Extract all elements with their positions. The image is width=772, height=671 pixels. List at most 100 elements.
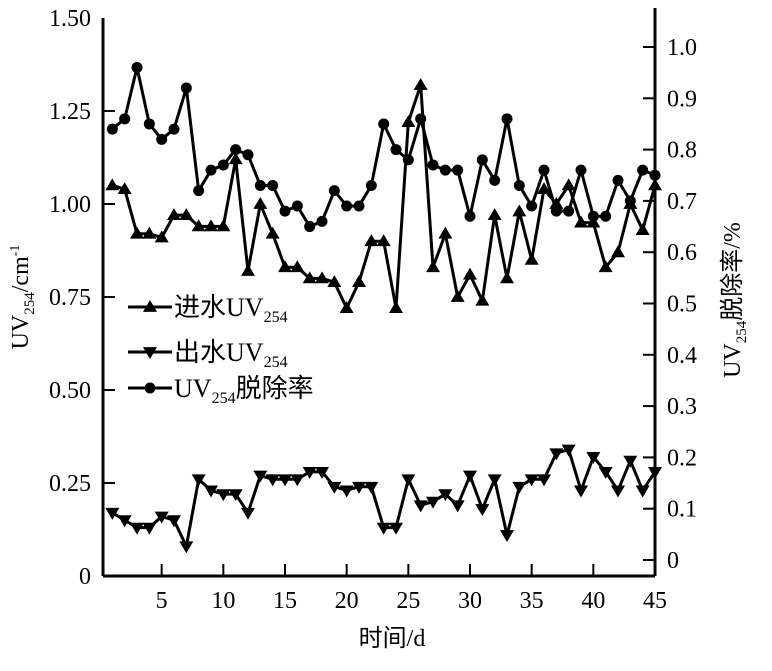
data-point xyxy=(500,271,514,284)
data-point xyxy=(537,182,551,195)
data-point xyxy=(487,208,502,221)
data-point xyxy=(278,474,292,487)
y2-label-sub: 254 xyxy=(734,320,750,343)
data-point xyxy=(464,210,476,222)
data-point xyxy=(364,481,379,494)
y-tick-label: 1.50 xyxy=(49,6,91,32)
data-point xyxy=(217,159,229,171)
data-point xyxy=(327,481,342,494)
data-point xyxy=(154,511,169,524)
series-1 xyxy=(105,444,662,554)
data-point xyxy=(216,489,231,502)
series-layer xyxy=(105,62,662,554)
data-point xyxy=(364,234,379,247)
legend-label-sub: 254 xyxy=(212,390,236,407)
data-point xyxy=(327,275,342,288)
data-point xyxy=(438,489,453,502)
data-point xyxy=(549,197,564,209)
data-point xyxy=(353,200,365,212)
data-point xyxy=(512,481,527,494)
legend-label: 出水UV254 xyxy=(174,338,288,371)
data-point xyxy=(475,504,490,517)
y-label-rest: /cm xyxy=(8,256,34,292)
x-tick-label: 40 xyxy=(581,588,605,614)
data-point xyxy=(512,204,527,217)
y2-tick-label: 0.3 xyxy=(667,394,697,420)
legend-label: 进水UV254 xyxy=(174,293,288,326)
data-point xyxy=(131,62,143,74)
data-point xyxy=(241,263,255,276)
data-point xyxy=(549,448,564,461)
data-point xyxy=(315,271,329,284)
data-point xyxy=(561,178,576,191)
x-tick-label: 5 xyxy=(156,588,168,614)
data-point xyxy=(253,197,268,209)
y-tick-label: 1.00 xyxy=(49,192,91,218)
data-point xyxy=(242,149,254,161)
x-tick-label: 45 xyxy=(643,588,667,614)
legend-label-sub: 254 xyxy=(264,354,288,371)
y2-tick-label: 0.4 xyxy=(667,343,697,369)
x-tick-label: 10 xyxy=(211,588,235,614)
data-point xyxy=(426,260,440,273)
x-tick-label: 25 xyxy=(396,588,420,614)
series-2 xyxy=(106,62,661,233)
data-point xyxy=(290,474,305,487)
data-point xyxy=(537,474,551,487)
data-point xyxy=(550,205,562,217)
x-tick-label: 15 xyxy=(273,588,297,614)
data-point xyxy=(598,466,613,479)
data-point xyxy=(401,115,416,128)
data-point xyxy=(598,260,613,273)
data-point xyxy=(635,223,650,235)
y2-tick-label: 0.5 xyxy=(667,292,697,318)
data-point xyxy=(427,159,439,171)
x-tick-label: 20 xyxy=(335,588,359,614)
series-0 xyxy=(105,77,662,314)
y-label-sup: -1 xyxy=(8,245,23,257)
y2-label-rest: 脱除率/% xyxy=(719,222,746,321)
data-point xyxy=(130,226,144,239)
data-point xyxy=(167,515,181,528)
data-point xyxy=(291,200,303,212)
data-point xyxy=(142,226,157,239)
data-point xyxy=(302,271,317,284)
data-point xyxy=(426,496,440,509)
data-point xyxy=(463,267,477,280)
data-point xyxy=(204,219,218,232)
y2-axis-label: UV254脱除率/% xyxy=(719,222,750,378)
legend-label-base: UV xyxy=(174,374,212,403)
legend-marker xyxy=(144,382,156,394)
data-point xyxy=(130,522,144,535)
data-point xyxy=(352,481,366,494)
data-point xyxy=(143,118,155,130)
data-point xyxy=(228,489,243,502)
legend-label-sub: 254 xyxy=(264,309,288,326)
data-point xyxy=(290,260,305,273)
y-tick-label: 1.25 xyxy=(49,99,91,125)
legend-marker xyxy=(143,347,157,359)
data-point xyxy=(623,455,638,468)
data-point xyxy=(302,466,317,479)
data-point xyxy=(365,180,377,192)
data-point xyxy=(389,522,403,535)
data-point xyxy=(413,77,428,90)
data-point xyxy=(105,178,120,191)
x-axis-label: 时间/d xyxy=(359,625,426,652)
data-point xyxy=(142,522,157,535)
y-label-sub: 254 xyxy=(22,292,38,315)
data-point xyxy=(574,215,588,228)
legend-label-rest: 脱除率 xyxy=(236,374,314,403)
data-point xyxy=(611,485,625,498)
data-point xyxy=(526,200,538,212)
data-point xyxy=(402,154,414,166)
data-point xyxy=(574,485,588,498)
y2-tick-label: 0.8 xyxy=(667,138,697,164)
data-point xyxy=(105,507,120,520)
data-point xyxy=(191,474,206,487)
data-point xyxy=(228,152,243,165)
data-point xyxy=(328,185,340,197)
data-point xyxy=(439,164,451,176)
y2-tick-label: 0.9 xyxy=(667,86,697,112)
